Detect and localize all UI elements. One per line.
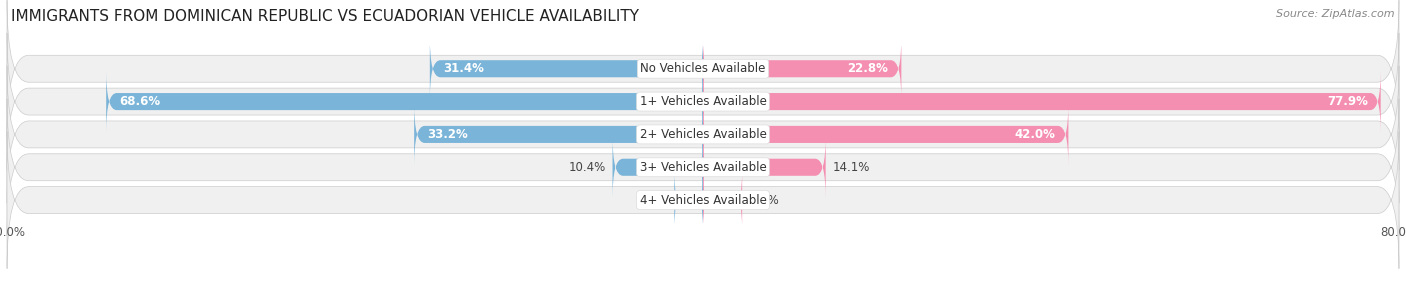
Text: 1+ Vehicles Available: 1+ Vehicles Available xyxy=(640,95,766,108)
FancyBboxPatch shape xyxy=(7,33,1399,170)
FancyBboxPatch shape xyxy=(675,169,703,231)
FancyBboxPatch shape xyxy=(7,0,1399,137)
Text: 68.6%: 68.6% xyxy=(120,95,160,108)
FancyBboxPatch shape xyxy=(415,104,703,165)
Text: 10.4%: 10.4% xyxy=(568,161,606,174)
FancyBboxPatch shape xyxy=(703,136,825,198)
Text: IMMIGRANTS FROM DOMINICAN REPUBLIC VS ECUADORIAN VEHICLE AVAILABILITY: IMMIGRANTS FROM DOMINICAN REPUBLIC VS EC… xyxy=(11,9,640,23)
Text: 14.1%: 14.1% xyxy=(832,161,870,174)
Text: 4+ Vehicles Available: 4+ Vehicles Available xyxy=(640,194,766,206)
FancyBboxPatch shape xyxy=(7,99,1399,236)
Text: 3+ Vehicles Available: 3+ Vehicles Available xyxy=(640,161,766,174)
Text: 22.8%: 22.8% xyxy=(848,62,889,75)
FancyBboxPatch shape xyxy=(7,132,1399,269)
Text: 3.3%: 3.3% xyxy=(638,194,668,206)
FancyBboxPatch shape xyxy=(703,104,1069,165)
FancyBboxPatch shape xyxy=(613,136,703,198)
FancyBboxPatch shape xyxy=(430,38,703,100)
Text: 33.2%: 33.2% xyxy=(427,128,468,141)
Text: 42.0%: 42.0% xyxy=(1015,128,1056,141)
Text: No Vehicles Available: No Vehicles Available xyxy=(640,62,766,75)
Text: 31.4%: 31.4% xyxy=(443,62,484,75)
FancyBboxPatch shape xyxy=(703,169,742,231)
FancyBboxPatch shape xyxy=(7,66,1399,203)
Text: Source: ZipAtlas.com: Source: ZipAtlas.com xyxy=(1277,9,1395,19)
Text: 77.9%: 77.9% xyxy=(1327,95,1368,108)
FancyBboxPatch shape xyxy=(703,71,1381,132)
Text: 2+ Vehicles Available: 2+ Vehicles Available xyxy=(640,128,766,141)
Text: 4.5%: 4.5% xyxy=(749,194,779,206)
FancyBboxPatch shape xyxy=(703,38,901,100)
FancyBboxPatch shape xyxy=(107,71,703,132)
